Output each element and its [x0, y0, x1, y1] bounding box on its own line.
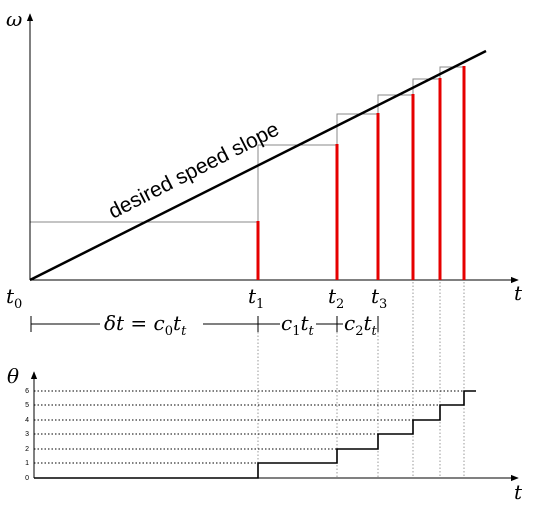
- interval-label-second: c1tt: [281, 311, 315, 339]
- theta-tick-5: 5: [25, 402, 29, 409]
- interval-label-first: δt = c0tt: [104, 311, 187, 339]
- theta-tick-0: 0: [25, 475, 29, 482]
- theta-axis-label: θ: [7, 364, 19, 388]
- bottom-t-axis-label: t: [514, 480, 523, 504]
- level-grid: [34, 390, 464, 464]
- theta-tick-labels: 0 1 2 3 4 5 6: [25, 388, 29, 482]
- bottom-plot: 0 1 2 3 4 5 6 θ t: [7, 364, 523, 504]
- interval-label-third: c2tt: [344, 311, 378, 339]
- speed-pulses: [256, 66, 466, 280]
- interval-markers: [30, 316, 379, 332]
- time-labels: t0 t1 t2 t3: [6, 284, 387, 312]
- slope-label: desired speed slope: [105, 118, 283, 224]
- theta-tick-2: 2: [25, 446, 29, 453]
- omega-axis-label: ω: [6, 7, 22, 31]
- theta-tick-4: 4: [25, 417, 29, 424]
- time-label-t2: t2: [328, 284, 344, 312]
- time-label-t1: t1: [248, 284, 264, 312]
- theta-tick-6: 6: [25, 388, 29, 395]
- theta-tick-3: 3: [25, 431, 29, 438]
- top-plot: ω t desired speed slope t0 t1 t2 t3 δt =…: [6, 7, 523, 339]
- position-staircase: [34, 390, 476, 479]
- time-connectors: [257, 282, 465, 478]
- theta-tick-1: 1: [25, 460, 29, 467]
- interval-labels: δt = c0tt c1tt c2tt: [104, 311, 378, 339]
- top-t-axis-label: t: [514, 281, 523, 305]
- time-label-t3: t3: [371, 284, 387, 312]
- desired-speed-slope-line: [29, 49, 487, 282]
- time-label-t0: t0: [6, 284, 22, 312]
